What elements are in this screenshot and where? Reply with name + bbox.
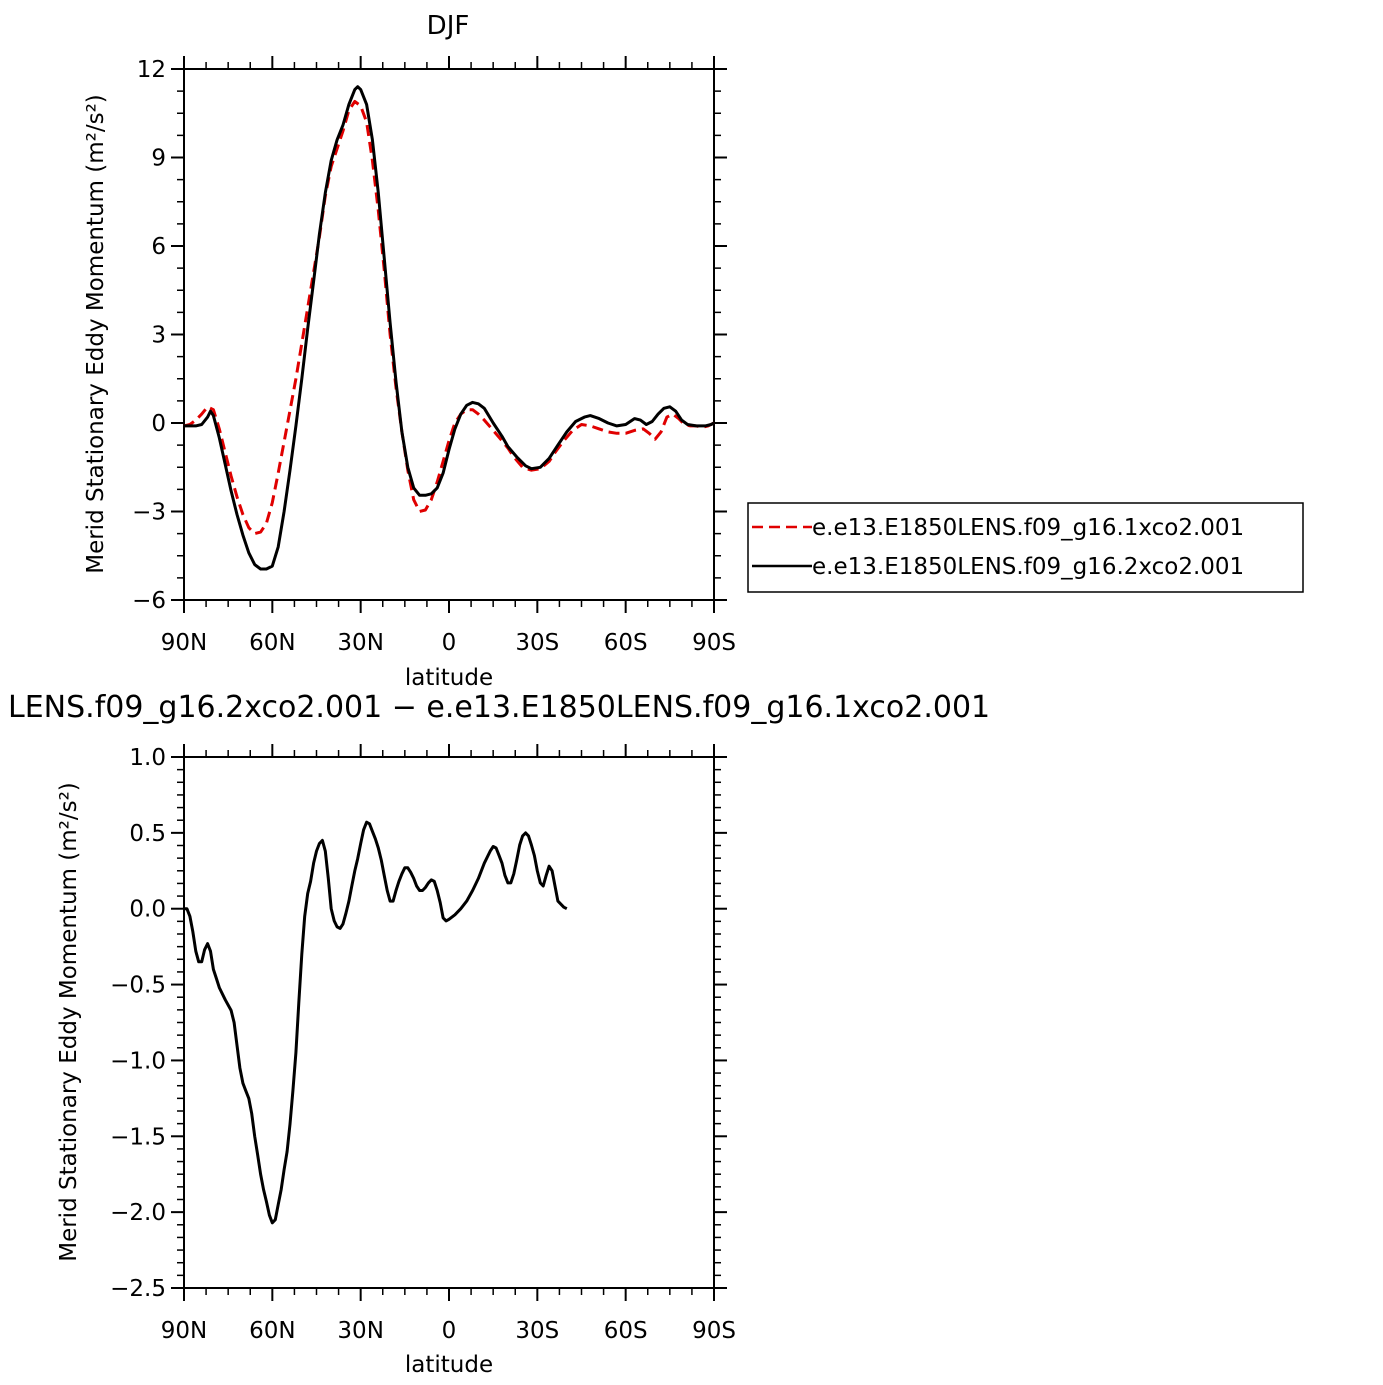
bottom-chart-title: LENS.f09_g16.2xco2.001 − e.e13.E1850LENS… bbox=[8, 690, 990, 725]
x-tick-label: 0 bbox=[442, 630, 457, 656]
x-tick-label: 0 bbox=[442, 1318, 457, 1344]
x-tick-label: 60S bbox=[604, 630, 648, 656]
y-tick-label: −0.5 bbox=[110, 973, 166, 999]
x-tick-label: 90N bbox=[161, 630, 207, 656]
series-line-1 bbox=[184, 85, 715, 571]
top-chart-series bbox=[183, 85, 715, 571]
y-tick-label: −2.5 bbox=[110, 1276, 166, 1302]
legend: e.e13.E1850LENS.f09_g16.1xco2.001 e.e13.… bbox=[747, 502, 1304, 593]
x-tick-label: 60S bbox=[604, 1318, 648, 1344]
top-chart-plot-frame bbox=[183, 68, 715, 601]
bottom-chart-series bbox=[184, 820, 568, 1225]
series-line-0 bbox=[184, 820, 568, 1225]
y-tick-label: 0.0 bbox=[129, 897, 166, 923]
y-tick-label: −1.5 bbox=[110, 1124, 166, 1150]
legend-entry-1xco2: e.e13.E1850LENS.f09_g16.1xco2.001 bbox=[812, 515, 1244, 541]
y-tick-label: 3 bbox=[151, 323, 166, 349]
legend-box bbox=[747, 502, 1304, 593]
bottom-chart-panel: LENS.f09_g16.2xco2.001 − e.e13.E1850LENS… bbox=[8, 690, 990, 1378]
y-tick-label: 0.5 bbox=[129, 821, 166, 847]
bottom-chart-plot-frame bbox=[183, 756, 715, 1289]
x-tick-label: 30S bbox=[515, 630, 559, 656]
bottom-chart-x-axis: 90N 60N 30N 0 30S 60S 90S bbox=[161, 744, 736, 1344]
x-tick-label: 30N bbox=[337, 630, 383, 656]
x-tick-label: 30N bbox=[337, 1318, 383, 1344]
bottom-chart-x-axis-label: latitude bbox=[405, 1352, 493, 1378]
top-chart-y-axis-label: Merid Stationary Eddy Momentum (m²/s²) bbox=[83, 94, 109, 574]
top-chart-title: DJF bbox=[427, 11, 470, 41]
bottom-chart-y-axis: −2.5 −2.0 −1.5 −1.0 −0.5 0.0 0.5 1.0 bbox=[110, 745, 727, 1302]
legend-entry-2xco2: e.e13.E1850LENS.f09_g16.2xco2.001 bbox=[812, 554, 1244, 580]
x-tick-label: 90S bbox=[692, 630, 736, 656]
series-line-0 bbox=[183, 100, 715, 536]
y-tick-label: 6 bbox=[151, 234, 166, 260]
y-tick-label: 12 bbox=[137, 57, 166, 83]
y-tick-label: −6 bbox=[132, 588, 166, 614]
x-tick-label: 30S bbox=[515, 1318, 559, 1344]
top-chart-x-axis-label: latitude bbox=[405, 665, 493, 691]
x-tick-label: 60N bbox=[249, 630, 295, 656]
bottom-chart-y-axis-label: Merid Stationary Eddy Momentum (m²/s²) bbox=[56, 782, 82, 1262]
x-tick-label: 60N bbox=[249, 1318, 295, 1344]
y-tick-label: −1.0 bbox=[110, 1048, 166, 1074]
top-chart-y-axis: −6 −3 0 3 6 9 12 bbox=[132, 57, 727, 614]
y-tick-label: −2.0 bbox=[110, 1200, 166, 1226]
x-tick-label: 90S bbox=[692, 1318, 736, 1344]
y-tick-label: 0 bbox=[151, 411, 166, 437]
y-tick-label: 1.0 bbox=[129, 745, 166, 771]
top-chart-panel: DJF −6 −3 0 3 6 9 12 90N 60N 30N 0 30S 60S 90S latit… bbox=[83, 11, 1304, 691]
top-chart-x-axis: 90N 60N 30N 0 30S 60S 90S bbox=[161, 56, 736, 656]
x-tick-label: 90N bbox=[161, 1318, 207, 1344]
y-tick-label: −3 bbox=[132, 500, 166, 526]
y-tick-label: 9 bbox=[151, 146, 166, 172]
